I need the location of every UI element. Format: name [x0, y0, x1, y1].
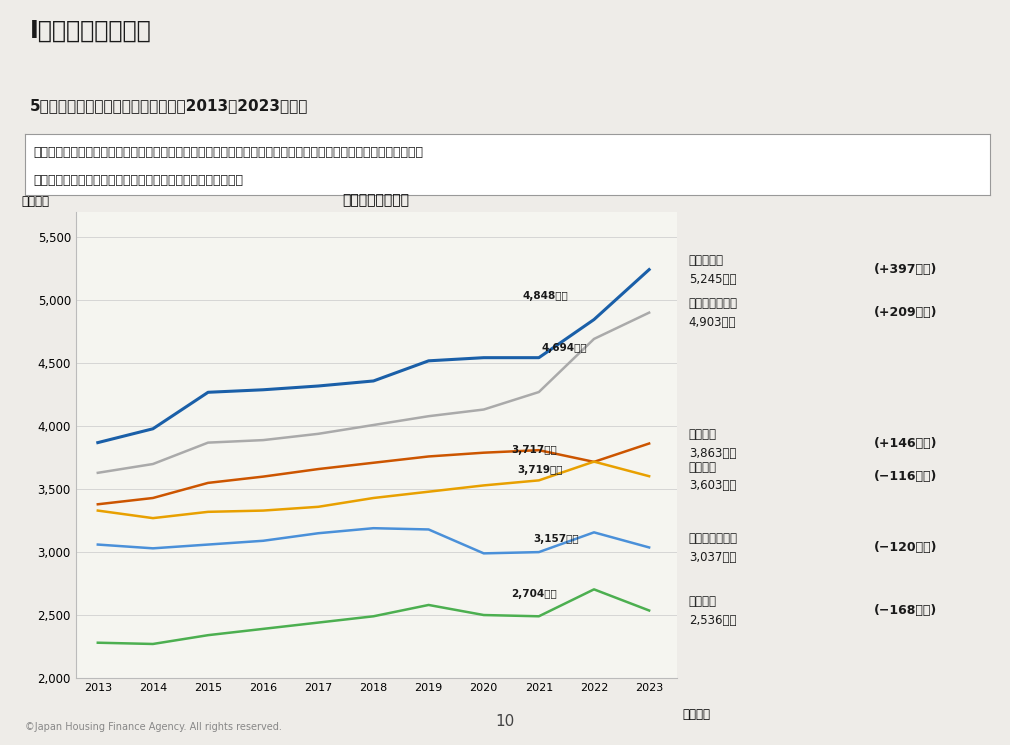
Text: 建売住宅: 建売住宅 [689, 460, 717, 474]
Text: 10: 10 [495, 714, 515, 729]
Text: 中古戸建: 中古戸建 [689, 595, 717, 608]
Text: (+397万円): (+397万円) [874, 263, 937, 276]
Text: 宅、中古マンション、中古戸建で前年度から減少している。: 宅、中古マンション、中古戸建で前年度から減少している。 [33, 174, 243, 187]
Text: （万円）: （万円） [21, 194, 49, 208]
Text: ©Japan Housing Finance Agency. All rights reserved.: ©Japan Housing Finance Agency. All right… [25, 722, 282, 732]
Text: 3,719万円: 3,719万円 [517, 465, 563, 475]
Text: I　調査結果の概要: I 調査結果の概要 [30, 19, 153, 42]
Text: (−116万円): (−116万円) [874, 469, 937, 483]
Text: 3,037万円: 3,037万円 [689, 551, 736, 564]
Text: 4,848万円: 4,848万円 [522, 291, 568, 301]
Text: 5,245万円: 5,245万円 [689, 273, 736, 286]
Text: 2,536万円: 2,536万円 [689, 614, 736, 627]
Text: 4,903万円: 4,903万円 [689, 316, 736, 329]
Text: ・所要資金を融資区分別に見ると、マンション、土地付き注文住宅、注文住宅で前年度から増加した一方、　建売住: ・所要資金を融資区分別に見ると、マンション、土地付き注文住宅、注文住宅で前年度か… [33, 146, 423, 159]
Text: 3,603万円: 3,603万円 [689, 479, 736, 492]
Text: (+146万円): (+146万円) [874, 437, 937, 450]
Text: 4,694万円: 4,694万円 [541, 343, 587, 352]
Text: 土地付注文住宅: 土地付注文住宅 [689, 297, 738, 310]
Text: 3,863万円: 3,863万円 [689, 447, 736, 460]
Text: 注文住宅: 注文住宅 [689, 428, 717, 441]
Text: (−120万円): (−120万円) [874, 541, 937, 554]
Text: （年度）: （年度） [683, 708, 711, 721]
Text: 3,717万円: 3,717万円 [511, 445, 558, 454]
Text: 2,704万円: 2,704万円 [511, 589, 558, 600]
Text: 中古マンション: 中古マンション [689, 532, 738, 545]
Text: 5　所要資金（融資区分別）の推移（2013～2023年度）: 5 所要資金（融資区分別）の推移（2013～2023年度） [30, 98, 309, 113]
Text: 3,157万円: 3,157万円 [533, 534, 579, 544]
Text: (−168万円): (−168万円) [874, 604, 937, 617]
Title: 所要資金（全国）: 所要資金（全国） [342, 193, 410, 207]
Text: (+209万円): (+209万円) [874, 306, 937, 319]
Text: マンション: マンション [689, 254, 724, 267]
